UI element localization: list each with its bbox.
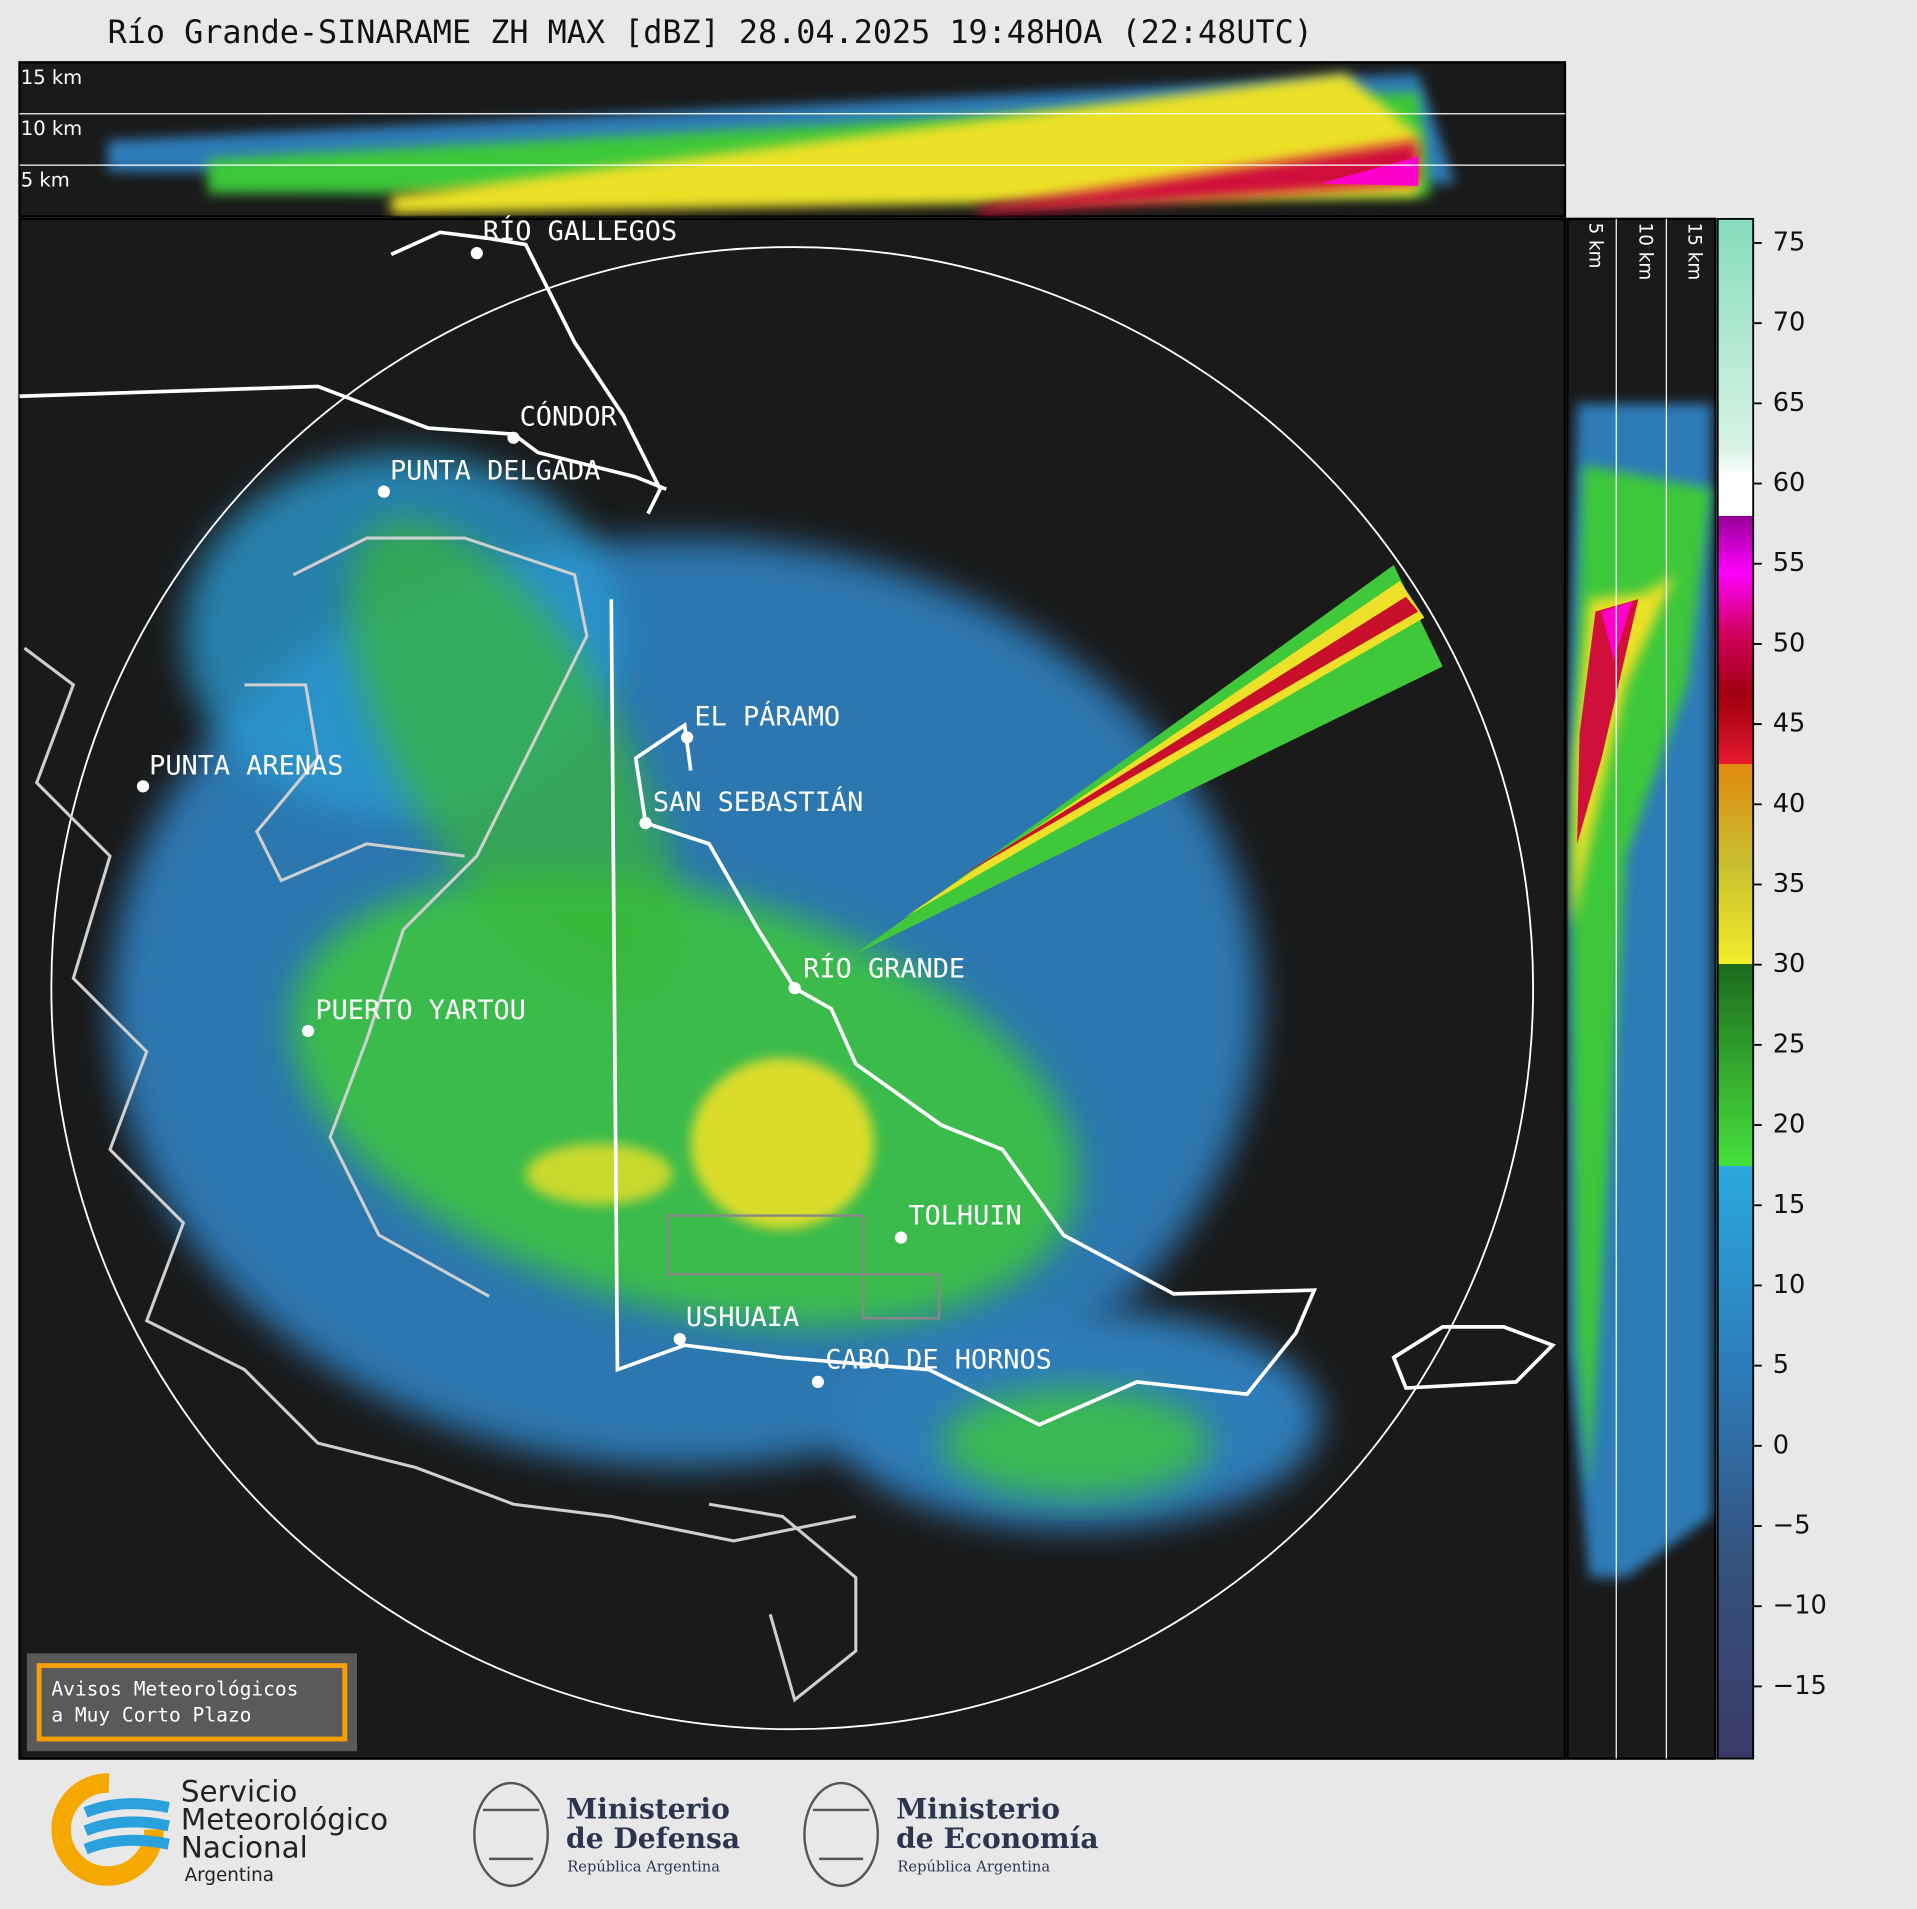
logo-text: Servicio (181, 1774, 297, 1808)
city-label: PUNTA DELGADA (390, 456, 600, 487)
city-label: USHUAIA (686, 1302, 799, 1333)
city-label: TOLHUIN (908, 1200, 1021, 1231)
logo-text: Ministerio (566, 1793, 730, 1826)
warning-text: Avisos Meteorológicos (51, 1678, 298, 1701)
logo-text: Nacional (181, 1831, 308, 1865)
warning-box-bg (26, 1653, 357, 1752)
city-marker (811, 1375, 825, 1389)
colorbar-tick-label: 15 (1773, 1190, 1806, 1220)
colorbar-tick-label: 25 (1773, 1029, 1806, 1059)
colorbar-tick-label: 10 (1773, 1270, 1806, 1300)
city-label: CÓNDOR (520, 401, 618, 433)
height-label: 5 km (1584, 223, 1605, 269)
city-marker (301, 1024, 315, 1038)
city-label: SAN SEBASTIÁN (653, 786, 863, 818)
colorbar (1716, 217, 1755, 1760)
colorbar-tick-label: 70 (1773, 308, 1806, 338)
radar-echo (110, 452, 1443, 1529)
city-marker (377, 485, 391, 498)
height-label: 15 km (1683, 223, 1704, 281)
colorbar-tick-label: −10 (1773, 1591, 1827, 1621)
logo-text: Meteorológico (181, 1802, 388, 1836)
city-marker (673, 1332, 686, 1346)
zone (861, 1273, 941, 1320)
city-marker (136, 780, 150, 793)
city-label: RÍO GRANDE (803, 952, 965, 984)
title: Río Grande-SINARAME ZH MAX [dBZ] 28.04.2… (108, 14, 1313, 51)
logo-text: de Defensa (566, 1822, 740, 1855)
colorbar-tick-label: −15 (1773, 1671, 1827, 1701)
logo-text: de Economía (896, 1822, 1098, 1855)
city-label: PUERTO YARTOU (315, 995, 525, 1026)
colorbar-tick-label: 40 (1773, 789, 1806, 819)
city-label: PUNTA ARENAS (149, 750, 343, 781)
coastline (23, 536, 858, 1703)
height-label: 10 km (1634, 223, 1655, 281)
colorbar-tick-label: 35 (1773, 869, 1806, 899)
colorbar-tick-label: 50 (1773, 628, 1806, 658)
colorbar-tick-label: 60 (1773, 468, 1806, 498)
city-label: EL PÁRAMO (694, 700, 840, 732)
zone (666, 1214, 865, 1276)
colorbar-tick-label: 30 (1773, 949, 1806, 979)
city-marker (680, 731, 694, 744)
colorbar-tick-label: 65 (1773, 388, 1806, 418)
city-marker (507, 431, 520, 444)
crest (473, 1781, 880, 1887)
city-marker (788, 982, 801, 995)
city-label: RÍO GALLEGOS (483, 215, 677, 247)
colorbar-tick-label: 20 (1773, 1110, 1806, 1140)
right-echo (1567, 403, 1712, 1578)
city-marker (470, 247, 483, 260)
height-label: 15 km (21, 66, 82, 89)
logo-text: Argentina (185, 1865, 274, 1886)
city-marker (894, 1231, 908, 1244)
smn-logo (51, 1773, 170, 1886)
city-marker (639, 816, 652, 830)
warning-text: a Muy Corto Plazo (51, 1703, 251, 1726)
warning-box[interactable] (36, 1663, 348, 1742)
logo-text: Ministerio (896, 1793, 1060, 1826)
colorbar-tick-label: 5 (1773, 1350, 1789, 1380)
height-label: 5 km (21, 168, 70, 191)
colorbar-tick-label: 75 (1773, 227, 1806, 257)
colorbar-tick-label: 0 (1773, 1430, 1789, 1460)
top-echo (107, 73, 1455, 216)
colorbar-tick-label: 45 (1773, 709, 1806, 739)
colorbar-tick-label: −5 (1773, 1511, 1811, 1541)
city-label: CABO DE HORNOS (825, 1345, 1052, 1376)
logo-text: República Argentina (567, 1858, 720, 1875)
logo-text: República Argentina (897, 1858, 1050, 1875)
range-ring (50, 246, 1535, 1731)
colorbar-tick-label: 55 (1773, 548, 1806, 578)
height-label: 10 km (21, 117, 82, 140)
